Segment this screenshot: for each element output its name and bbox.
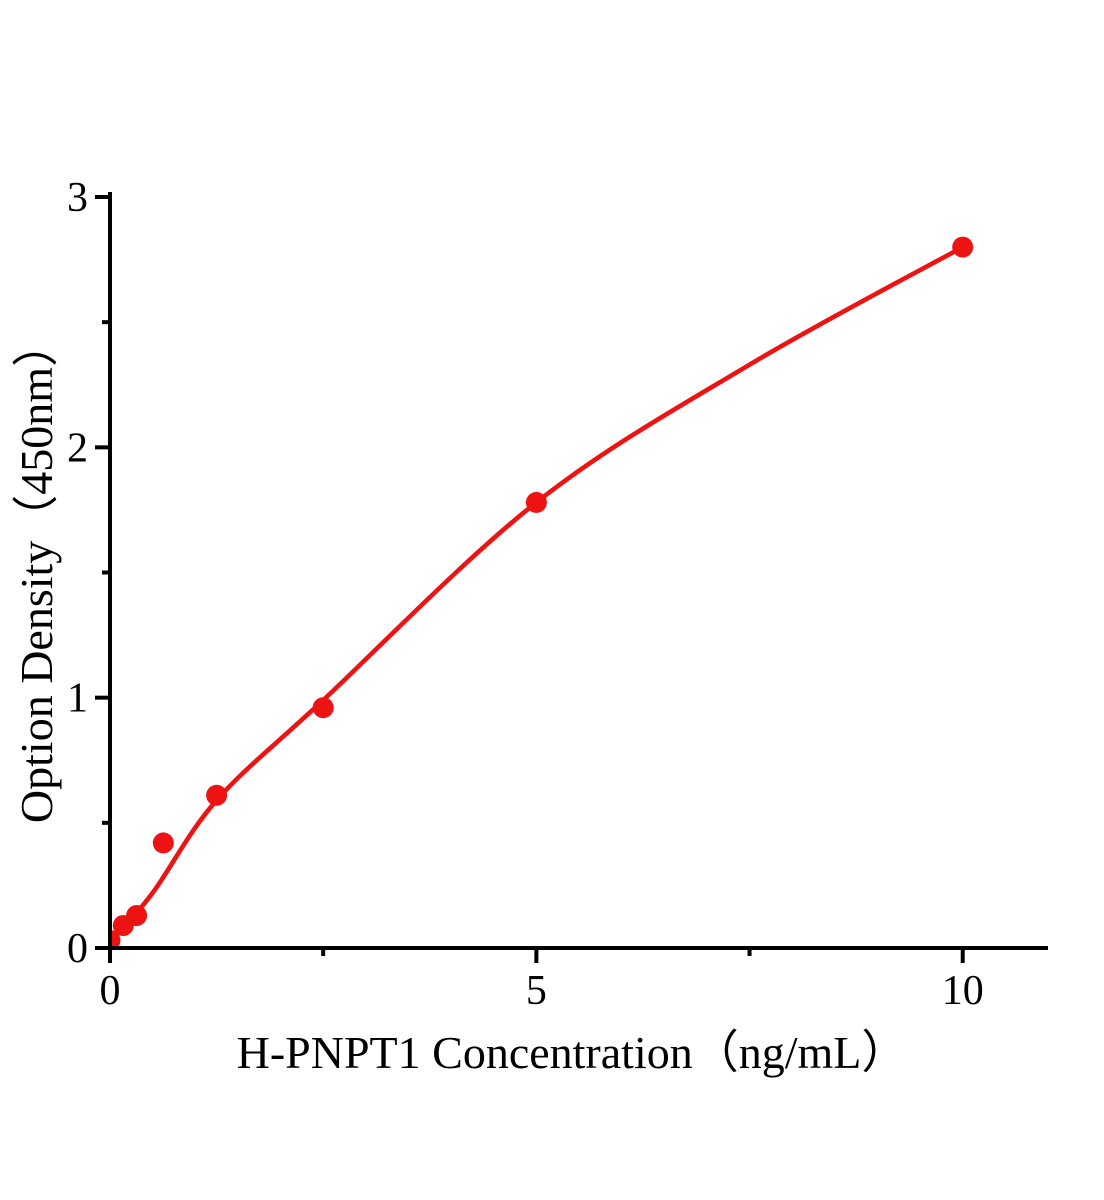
data-point [110,930,121,948]
data-point [312,697,334,719]
y-tick-label: 3 [67,175,88,221]
data-point [206,784,228,806]
data-point [126,905,148,926]
x-tick-label: 0 [100,968,121,1014]
y-tick-label: 1 [67,676,88,722]
fit-curve-path [110,244,965,946]
chart-layer: 0 5 10 0 1 2 3 [67,175,1048,1014]
x-tick-label: 5 [526,968,547,1014]
data-point [952,236,974,258]
y-tick-label: 0 [67,926,88,972]
data-point [525,491,547,513]
y-tick-label: 2 [67,425,88,471]
x-axis-title: H-PNPT1 Concentration（ng/mL） [237,1027,908,1078]
x-tick-label: 10 [942,968,984,1014]
data-point [152,832,174,854]
y-axis-title: Option Density（450nm） [11,321,62,823]
